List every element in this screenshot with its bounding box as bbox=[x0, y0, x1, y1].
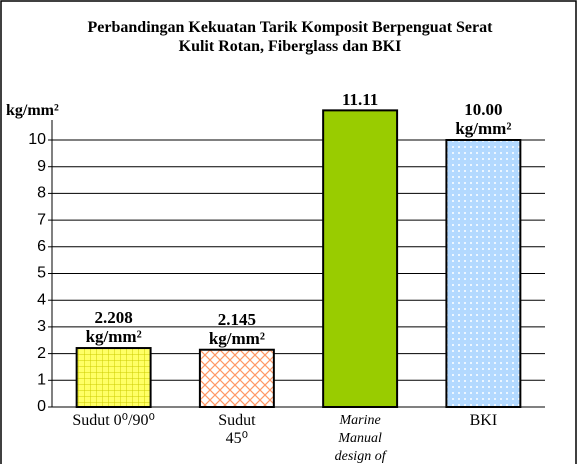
x-tick-label: BKI bbox=[469, 412, 498, 429]
value-label: 2.145 kg/mm² bbox=[208, 309, 265, 348]
x-tick-label: Sudut 45⁰ bbox=[218, 412, 256, 447]
y-tick-label: 5 bbox=[37, 265, 46, 282]
chart-title: Perbandingan Kekuatan Tarik Komposit Ber… bbox=[87, 19, 493, 55]
value-label: 10.00 kg/mm² bbox=[455, 100, 512, 138]
y-tick-label: 6 bbox=[37, 238, 46, 255]
bar bbox=[322, 109, 399, 408]
y-tick-label: 4 bbox=[37, 291, 46, 308]
value-label: 2.208 kg/mm² bbox=[85, 308, 142, 347]
bar bbox=[75, 347, 152, 408]
y-tick-label: 9 bbox=[37, 158, 46, 175]
y-axis-label: kg/mm² bbox=[6, 102, 59, 119]
x-tick-label: Marine Manual design of FRP bbox=[334, 413, 386, 464]
y-tick-label: 0 bbox=[37, 398, 46, 415]
y-tick-label: 3 bbox=[37, 318, 46, 335]
x-tick-label: Sudut 0⁰/90⁰ bbox=[72, 412, 155, 429]
y-tick-label: 7 bbox=[37, 211, 46, 228]
bar bbox=[445, 139, 522, 408]
y-tick-label: 10 bbox=[28, 131, 46, 148]
bar bbox=[198, 348, 275, 408]
value-label: 11.11 bbox=[341, 90, 379, 110]
y-tick-label: 2 bbox=[37, 345, 46, 362]
y-tick-label: 8 bbox=[37, 185, 46, 202]
y-tick-label: 1 bbox=[37, 372, 46, 389]
